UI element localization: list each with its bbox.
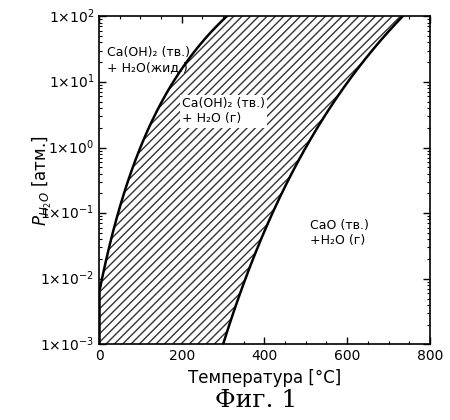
Text: $1{\times}10^{-3}$: $1{\times}10^{-3}$	[40, 335, 94, 354]
Text: Фиг. 1: Фиг. 1	[216, 388, 297, 412]
Text: $1{\times}10^{2}$: $1{\times}10^{2}$	[49, 7, 94, 26]
Text: Ca(OH)₂ (тв.)
+ H₂O(жид.): Ca(OH)₂ (тв.) + H₂O(жид.)	[107, 46, 190, 74]
Text: $1{\times}10^{-1}$: $1{\times}10^{-1}$	[40, 204, 94, 223]
Text: $1{\times}10^{-2}$: $1{\times}10^{-2}$	[40, 270, 94, 288]
Text: Ca(OH)₂ (тв.)
+ H₂O (г): Ca(OH)₂ (тв.) + H₂O (г)	[182, 97, 265, 126]
Text: $1{\times}10^{0}$: $1{\times}10^{0}$	[48, 138, 94, 157]
X-axis label: Температура [°C]: Температура [°C]	[188, 369, 341, 387]
Text: CaO (тв.)
+H₂O (г): CaO (тв.) +H₂O (г)	[310, 219, 369, 247]
Text: $P_{H_2O}$ [атм.]: $P_{H_2O}$ [атм.]	[31, 135, 54, 226]
Text: $1{\times}10^{1}$: $1{\times}10^{1}$	[49, 73, 94, 91]
